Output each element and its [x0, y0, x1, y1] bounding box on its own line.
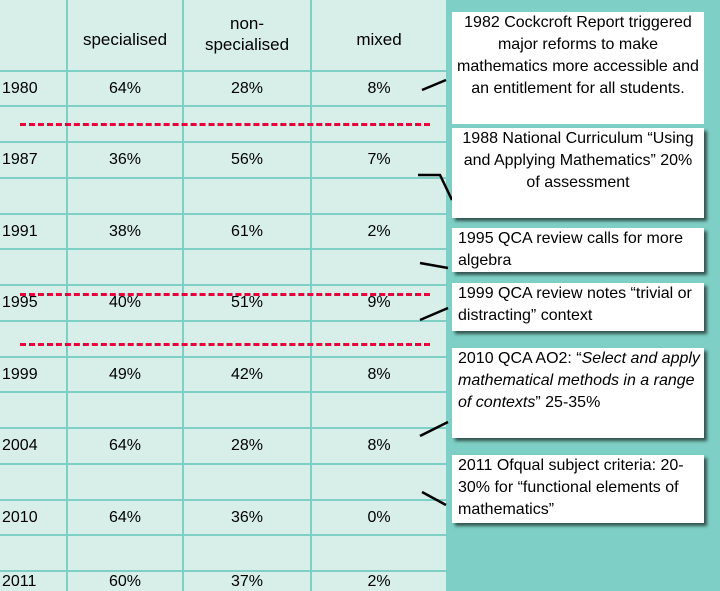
data-table: specialised non- specialised mixed 1980 6… — [0, 0, 446, 591]
table-spacer-cell — [184, 464, 310, 499]
table-cell-specialised: 60% — [68, 572, 182, 591]
table-cell-year: 2011 — [0, 572, 66, 591]
table-spacer-cell — [312, 536, 446, 570]
table-cell-non-specialised: 61% — [184, 214, 310, 249]
header-specialised: specialised — [68, 0, 182, 70]
note-national-curriculum-1988: 1988 National Curriculum “Using and Appl… — [452, 128, 704, 218]
table-cell-specialised: 38% — [68, 214, 182, 249]
table-cell-year: 1980 — [0, 71, 66, 106]
note-cockcroft-text: 1982 Cockcroft Report triggered major re… — [457, 14, 699, 97]
note-qca-2010-prefix: 2010 QCA AO2: “ — [458, 350, 582, 367]
table-cell-specialised: 49% — [68, 357, 182, 392]
table-spacer-cell — [0, 250, 66, 284]
header-mixed: mixed — [312, 0, 446, 70]
note-qca-1995: 1995 QCA review calls for more algebra — [452, 228, 704, 272]
table-cell-year: 1987 — [0, 143, 66, 177]
table-spacer-cell — [68, 321, 182, 356]
table-cell-non-specialised: 37% — [184, 572, 310, 591]
table-spacer-cell — [184, 393, 310, 427]
table-spacer-cell — [0, 393, 66, 427]
table-spacer-cell — [68, 393, 182, 427]
note-qca-1995-text: 1995 QCA review calls for more algebra — [458, 230, 683, 269]
dashed-divider-2 — [20, 293, 430, 296]
table-spacer-cell — [312, 250, 446, 284]
table-cell-mixed: 2% — [312, 214, 446, 249]
table-spacer-cell — [184, 250, 310, 284]
table-cell-mixed: 7% — [312, 143, 446, 177]
table-cell-non-specialised: 56% — [184, 143, 310, 177]
table-cell-specialised: 64% — [68, 71, 182, 106]
table-cell-specialised: 64% — [68, 429, 182, 463]
table-cell-year: 1999 — [0, 357, 66, 392]
table-cell-non-specialised: 51% — [184, 286, 310, 320]
table-spacer-cell — [184, 321, 310, 356]
table-spacer-cell — [0, 464, 66, 499]
table-spacer-cell — [312, 321, 446, 356]
header-non-specialised: non- specialised — [184, 0, 310, 70]
table-cell-mixed: 2% — [312, 572, 446, 591]
note-cockcroft-1982: 1982 Cockcroft Report triggered major re… — [452, 12, 704, 124]
note-qca-2010-italic: Select and apply mathematical methods in… — [458, 350, 700, 411]
table-cell-mixed: 8% — [312, 429, 446, 463]
note-qca-2010: 2010 QCA AO2: “Select and apply mathemat… — [452, 348, 704, 438]
table-spacer-cell — [184, 536, 310, 570]
table-cell-year: 1995 — [0, 286, 66, 320]
table-spacer-cell — [0, 536, 66, 570]
table-spacer-cell — [68, 464, 182, 499]
table-cell-specialised: 40% — [68, 286, 182, 320]
table-cell-mixed: 0% — [312, 500, 446, 535]
table-spacer-cell — [312, 393, 446, 427]
table-cell-non-specialised: 28% — [184, 71, 310, 106]
header-empty — [0, 0, 66, 70]
table-cell-mixed: 8% — [312, 71, 446, 106]
note-ofqual-2011: 2011 Ofqual subject criteria: 20-30% for… — [452, 455, 704, 523]
table-spacer-cell — [312, 464, 446, 499]
note-qca-1999-text: 1999 QCA review notes “trivial or distra… — [458, 285, 692, 324]
note-ofqual-2011-text: 2011 Ofqual subject criteria: 20-30% for… — [458, 457, 684, 518]
note-qca-1999: 1999 QCA review notes “trivial or distra… — [452, 283, 704, 331]
table-cell-specialised: 64% — [68, 500, 182, 535]
table-cell-year: 2004 — [0, 429, 66, 463]
note-qca-2010-suffix: ” 25-35% — [535, 394, 601, 411]
table-cell-specialised: 36% — [68, 143, 182, 177]
table-spacer-cell — [184, 178, 310, 213]
dashed-divider-3 — [20, 343, 430, 346]
table-cell-year: 2010 — [0, 500, 66, 535]
table-cell-mixed: 8% — [312, 357, 446, 392]
table-spacer-cell — [68, 536, 182, 570]
header-non-specialised-line1: non- — [229, 14, 265, 34]
table-cell-mixed: 9% — [312, 286, 446, 320]
table-cell-year: 1991 — [0, 214, 66, 249]
header-specialised-label: specialised — [82, 30, 168, 49]
header-mixed-label: mixed — [356, 30, 402, 49]
table-spacer-cell — [68, 250, 182, 284]
table-cell-non-specialised: 36% — [184, 500, 310, 535]
note-national-curriculum-text: 1988 National Curriculum “Using and Appl… — [462, 130, 694, 191]
table-spacer-cell — [0, 178, 66, 213]
table-spacer-cell — [68, 178, 182, 213]
dashed-divider-1 — [20, 123, 430, 126]
header-non-specialised-line2: specialised — [204, 34, 290, 54]
table-cell-non-specialised: 28% — [184, 429, 310, 463]
table-spacer-cell — [0, 321, 66, 356]
table-cell-non-specialised: 42% — [184, 357, 310, 392]
table-spacer-cell — [312, 178, 446, 213]
